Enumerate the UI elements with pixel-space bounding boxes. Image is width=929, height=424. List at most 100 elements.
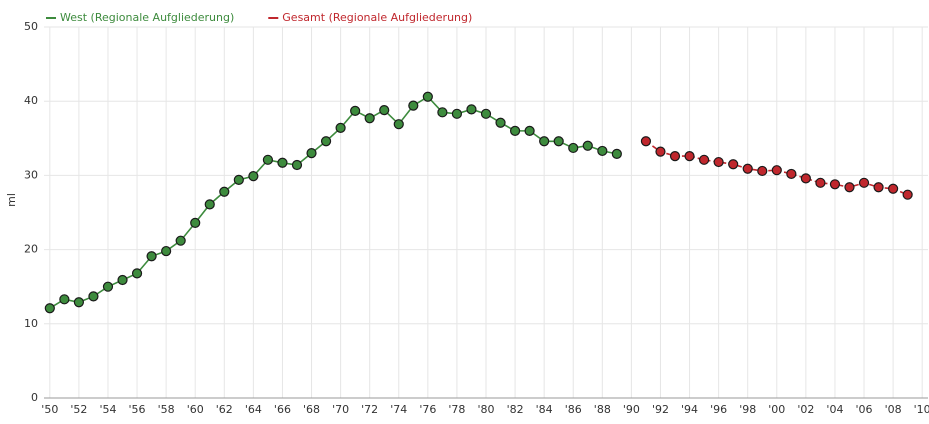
data-point: [408, 100, 419, 111]
data-point: [393, 119, 404, 130]
series-line: [49, 95, 618, 309]
x-tick-label: '50: [41, 403, 58, 416]
x-tick-label: '94: [681, 403, 698, 416]
x-tick-label: '78: [448, 403, 465, 416]
x-tick-label: '54: [99, 403, 116, 416]
data-point: [582, 140, 593, 151]
y-tick-label: 40: [24, 94, 38, 107]
data-point: [277, 157, 288, 168]
data-point: [684, 151, 695, 162]
data-point: [655, 146, 666, 157]
data-point: [422, 91, 433, 102]
data-point: [698, 154, 710, 165]
x-tick-label: '82: [507, 403, 524, 416]
data-point: [320, 136, 332, 147]
data-point: [888, 183, 899, 194]
x-tick-label: '62: [216, 403, 233, 416]
data-point: [335, 122, 346, 134]
data-point: [829, 179, 841, 190]
data-point: [204, 199, 215, 210]
data-point: [480, 108, 492, 119]
data-point: [713, 156, 724, 168]
data-point: [233, 174, 244, 185]
y-tick-label: 30: [24, 168, 38, 181]
data-point: [117, 274, 128, 286]
y-axis-label: ml: [5, 193, 18, 207]
data-point: [379, 105, 390, 116]
legend-label: West (Regionale Aufgliederung): [60, 11, 234, 24]
data-point: [800, 173, 811, 184]
data-point: [248, 171, 259, 182]
x-tick-label: '66: [274, 403, 291, 416]
data-point: [539, 136, 550, 147]
data-point: [219, 186, 230, 197]
x-tick-label: '06: [856, 403, 873, 416]
y-tick-label: 20: [24, 243, 38, 256]
data-point: [524, 125, 535, 136]
data-point: [364, 113, 375, 124]
y-tick-label: 50: [24, 20, 38, 33]
data-point: [858, 177, 870, 188]
x-tick-label: '96: [710, 403, 727, 416]
x-tick-label: '84: [536, 403, 553, 416]
x-tick-label: '10: [914, 403, 929, 416]
data-point: [597, 145, 608, 157]
legend-label: Gesamt (Regionale Aufgliederung): [282, 11, 472, 24]
data-point: [73, 297, 84, 308]
data-point: [553, 136, 564, 147]
data-point: [175, 235, 186, 246]
x-tick-label: '60: [187, 403, 204, 416]
data-point: [771, 165, 782, 176]
x-tick-label: '98: [739, 403, 756, 416]
data-point: [873, 182, 884, 193]
x-tick-label: '86: [565, 403, 582, 416]
x-tick-label: '70: [332, 403, 349, 416]
data-point: [131, 268, 143, 279]
data-point: [146, 251, 157, 262]
data-point: [306, 148, 317, 159]
data-point: [102, 281, 114, 292]
x-tick-label: '64: [245, 403, 262, 416]
data-point: [611, 148, 622, 159]
data-point: [844, 182, 855, 193]
data-point: [742, 163, 753, 174]
data-point: [902, 189, 913, 200]
data-point: [728, 159, 739, 170]
data-point: [291, 159, 303, 171]
x-tick-label: '88: [594, 403, 611, 416]
x-tick-label: '08: [885, 403, 902, 416]
x-tick-label: '52: [70, 403, 87, 416]
x-tick-label: '04: [826, 403, 843, 416]
data-point: [44, 303, 55, 314]
data-point: [815, 177, 826, 188]
x-tick-label: '58: [158, 403, 175, 416]
x-tick-label: '72: [361, 403, 378, 416]
data-point: [88, 291, 99, 302]
data-point: [509, 125, 521, 136]
data-point: [669, 151, 681, 162]
x-tick-label: '90: [623, 403, 640, 416]
y-tick-label: 10: [24, 317, 38, 330]
data-point: [640, 136, 652, 147]
x-tick-label: '92: [652, 403, 669, 416]
y-tick-label: 0: [31, 391, 38, 404]
x-tick-label: '74: [390, 403, 407, 416]
data-point: [757, 165, 768, 177]
x-tick-label: '00: [768, 403, 785, 416]
data-point: [437, 107, 448, 118]
data-point: [451, 108, 463, 119]
data-point: [495, 117, 506, 128]
x-tick-label: '02: [797, 403, 814, 416]
data-point: [568, 142, 579, 154]
data-point: [350, 105, 361, 116]
data-point: [262, 154, 274, 165]
x-tick-label: '80: [477, 403, 494, 416]
data-point: [161, 245, 172, 257]
data-point: [466, 104, 477, 115]
x-tick-label: '68: [303, 403, 320, 416]
x-tick-label: '76: [419, 403, 436, 416]
data-point: [190, 217, 201, 228]
x-tick-label: '56: [129, 403, 146, 416]
data-point: [59, 294, 70, 305]
